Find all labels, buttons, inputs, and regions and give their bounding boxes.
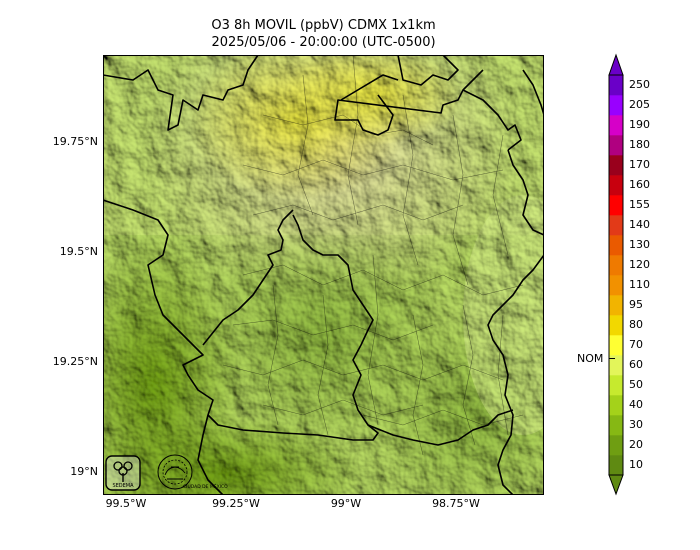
ozone-map: SEDEMA CIUDAD DE MÉXICO xyxy=(103,55,544,495)
colorbar-bin xyxy=(609,435,623,456)
colorbar-bin xyxy=(609,295,623,316)
colorbar-tick-label: 160 xyxy=(629,178,650,191)
nom-label: NOM xyxy=(577,352,604,365)
colorbar-bin xyxy=(609,395,623,416)
logo2-text: CIUDAD DE MÉXICO xyxy=(183,482,228,490)
sedema-logo: SEDEMA xyxy=(105,455,141,491)
colorbar-bin xyxy=(609,355,623,376)
colorbar-bin xyxy=(609,235,623,256)
colorbar-tick-label: 70 xyxy=(629,338,643,351)
logo1-text: SEDEMA xyxy=(112,483,134,489)
colorbar-bin xyxy=(609,375,623,396)
colorbar-bin xyxy=(609,335,623,356)
x-tick-label: 98.75°W xyxy=(432,497,480,510)
y-tick-label: 19°N xyxy=(70,465,98,478)
x-tick-label: 99°W xyxy=(330,497,362,510)
x-tick-label: 99.25°W xyxy=(212,497,260,510)
colorbar-bin xyxy=(609,255,623,276)
colorbar-bin xyxy=(609,455,623,476)
cdmx-logo: CIUDAD DE MÉXICO xyxy=(157,454,228,490)
colorbar-tick-label: 250 xyxy=(629,78,650,91)
colorbar-tick-label: 190 xyxy=(629,118,650,131)
municipal-boundaries xyxy=(222,55,524,456)
colorbar-bins xyxy=(609,75,623,476)
colorbar-tick-label: 140 xyxy=(629,218,650,231)
colorbar-bin xyxy=(609,135,623,156)
colorbar-tick-label: 10 xyxy=(629,458,643,471)
y-tick-label: 19.75°N xyxy=(52,135,98,148)
colorbar-tick-label: 50 xyxy=(629,378,643,391)
colorbar xyxy=(608,53,624,496)
colorbar-bin xyxy=(609,175,623,196)
colorbar-tick-label: 20 xyxy=(629,438,643,451)
colorbar-upper-extension xyxy=(608,53,624,76)
colorbar-bin xyxy=(609,275,623,296)
colorbar-bin xyxy=(609,75,623,96)
colorbar-tick-label: 170 xyxy=(629,158,650,171)
colorbar-bin xyxy=(609,215,623,236)
colorbar-tick-label: 80 xyxy=(629,318,643,331)
colorbar-tick-label: 120 xyxy=(629,258,650,271)
colorbar-bin xyxy=(609,155,623,176)
colorbar-tick-label: 60 xyxy=(629,358,643,371)
colorbar-frame xyxy=(608,74,624,476)
map-subtitle: 2025/05/06 - 20:00:00 (UTC-0500) xyxy=(211,35,436,50)
colorbar-bin xyxy=(609,115,623,136)
colorbar-bin xyxy=(609,95,623,116)
colorbar-tick-label: 155 xyxy=(629,198,650,211)
colorbar-bin xyxy=(609,415,623,436)
colorbar-tick-label: 205 xyxy=(629,98,650,111)
x-tick-label: 99.5°W xyxy=(105,497,147,510)
map-frame xyxy=(103,55,544,495)
map-title: O3 8h MOVIL (ppbV) CDMX 1x1km xyxy=(211,18,436,33)
y-tick-label: 19.5°N xyxy=(59,245,98,258)
colorbar-tick-label: 180 xyxy=(629,138,650,151)
colorbar-tick-label: 130 xyxy=(629,238,650,251)
colorbar-bin xyxy=(609,315,623,336)
colorbar-tick-label: 30 xyxy=(629,418,643,431)
colorbar-tick-label: 95 xyxy=(629,298,643,311)
colorbar-lower-extension xyxy=(608,474,624,496)
colorbar-tick-label: 40 xyxy=(629,398,643,411)
y-tick-label: 19.25°N xyxy=(52,355,98,368)
concentration-field xyxy=(103,55,544,495)
colorbar-bin xyxy=(609,195,623,216)
state-boundaries xyxy=(103,55,544,495)
nom-marker xyxy=(609,358,615,359)
colorbar-tick-label: 110 xyxy=(629,278,650,291)
